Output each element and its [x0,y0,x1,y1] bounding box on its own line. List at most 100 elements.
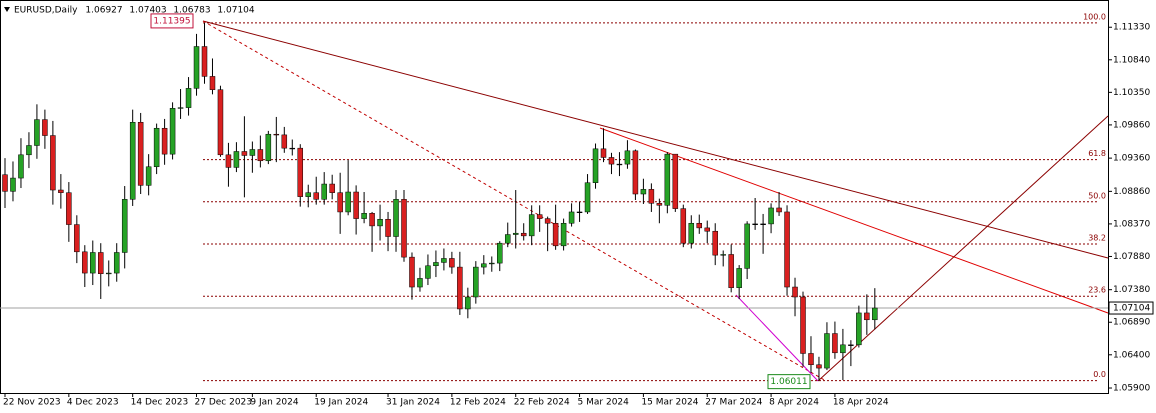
candle-body [520,232,527,237]
candle-body [720,254,726,256]
candle-body [872,307,878,321]
ohlc-value: 1.06783 [173,6,210,16]
ohlc-value: 1.07403 [129,6,166,16]
candle-body [736,268,742,288]
menu-icon[interactable] [4,7,10,12]
candle-body [624,150,631,165]
candle-body [42,119,48,136]
candle-body [792,286,798,298]
candle-body [185,88,192,108]
candle-body [273,133,280,136]
candle-body [473,266,479,298]
candle-body [840,344,846,354]
x-tick-label: 22 Nov 2023 [3,398,61,408]
candle-body [457,266,463,310]
candle-body [808,353,814,366]
candle-body [369,213,375,227]
x-tick-label: 5 Mar 2024 [578,398,630,408]
y-tick-label: 1.07880 [1113,252,1150,262]
fibo-label: 50.0 [1088,191,1106,200]
candle-body [784,211,790,288]
candle-body [425,265,431,279]
candle-body [18,154,24,179]
candle-body [74,224,80,253]
price-tag-label: 1.07104 [1113,304,1150,314]
candle-body [800,296,806,354]
candle-body [82,251,88,274]
candle-body [864,312,870,321]
symbol-title: EURUSD,Daily [14,6,78,16]
candle-body [648,189,655,204]
candle-body [281,134,288,149]
candle-body [313,192,319,200]
candle-body [10,177,16,192]
y-tick-label: 1.08860 [1113,187,1150,197]
candle-body [576,211,583,213]
candle-body [105,272,112,275]
candle-body [600,148,607,158]
candle-body [848,344,854,346]
candle-body [592,148,599,183]
candle-body [401,199,407,258]
y-tick-label: 1.09860 [1113,120,1150,130]
y-tick-label: 1.08370 [1113,219,1150,229]
candle-body [433,262,439,267]
candle-body [696,222,703,229]
trend-line [735,294,819,382]
candle-body [129,122,136,200]
candle-body [305,192,311,197]
fibo-label: 23.6 [1088,286,1106,295]
candle-body [201,46,208,77]
candle-body [353,191,359,219]
candle-body [824,333,830,369]
x-tick-label: 19 Jan 2024 [314,398,368,408]
candle-body [297,147,304,197]
candle-body [632,150,639,195]
candle-body [409,256,415,288]
y-tick-label: 1.07380 [1113,285,1150,295]
candle-body [265,133,272,162]
x-tick-label: 14 Dec 2023 [131,398,189,408]
candle-body [856,312,862,346]
fibo-label: 0.0 [1093,370,1106,379]
y-tick-label: 1.06890 [1113,318,1150,328]
trend-line [599,127,1109,314]
candle-body [728,254,734,288]
candle-body [640,189,647,195]
candle-body [441,258,447,263]
candle-body [544,218,551,224]
fibo-label: 100.0 [1083,12,1106,21]
price-tag [1108,301,1154,315]
candle-body [345,191,351,213]
candle-body [584,182,591,213]
candle-body [145,166,152,186]
candle-body [26,145,32,156]
candle-body [393,199,399,237]
candle-body [560,222,567,247]
candle-body [329,183,335,193]
candle-body [98,252,104,274]
candle-body [193,46,200,89]
candle-body [504,234,511,244]
candle-body [361,213,367,219]
candle-body [536,214,543,219]
candle-body [34,119,40,146]
plot-frame [0,0,1109,394]
candle-body [113,252,120,274]
x-tick-label: 4 Dec 2023 [67,398,119,408]
candle-body [321,183,327,200]
candle-body [66,192,72,225]
candle-body [664,153,671,206]
candle-body [744,223,750,269]
x-tick-label: 9 Jan 2024 [250,398,298,408]
candle-body [481,263,487,268]
candle-body [257,149,264,162]
ohlc-value: 1.06927 [85,6,122,16]
candle-body [568,211,575,224]
candle-body [225,154,232,168]
candle-body [177,107,184,109]
candle-body [417,278,423,288]
candle-body [233,151,240,168]
x-tick-label: 12 Feb 2024 [450,398,506,408]
